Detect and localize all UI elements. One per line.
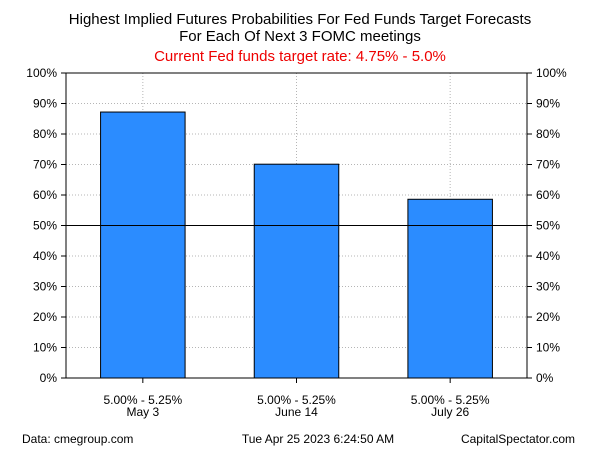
x-category-date: May 3 (126, 405, 159, 419)
x-category-rate: 5.00% - 5.25% (103, 393, 182, 407)
bars-layer (100, 111, 493, 379)
x-axis: 5.00% - 5.25%May 35.00% - 5.25%June 145.… (103, 378, 490, 419)
chart-subtitle: Current Fed funds target rate: 4.75% - 5… (154, 48, 446, 65)
y-tick-label: 40% (536, 249, 560, 263)
timestamp-label: Tue Apr 25 2023 6:24:50 AM (242, 432, 394, 446)
y-tick-label: 20% (33, 310, 57, 324)
y-tick-label: 0% (40, 371, 58, 385)
y-tick-label: 50% (536, 219, 560, 233)
y-tick-label: 60% (33, 188, 57, 202)
chart-title-line-1: Highest Implied Futures Probabilities Fo… (69, 11, 531, 28)
y-tick-label: 30% (33, 280, 57, 294)
credit-label: CapitalSpectator.com (461, 432, 575, 446)
y-tick-label: 100% (26, 66, 57, 80)
y-tick-label: 40% (33, 249, 57, 263)
bar (407, 198, 493, 379)
x-category-rate: 5.00% - 5.25% (411, 393, 490, 407)
x-category-date: July 26 (431, 405, 469, 419)
y-tick-label: 20% (536, 310, 560, 324)
chart-title-line-2: For Each Of Next 3 FOMC meetings (179, 28, 421, 45)
y-tick-label: 30% (536, 280, 560, 294)
bar (253, 163, 340, 379)
x-category-date: June 14 (275, 405, 318, 419)
y-tick-label: 10% (33, 341, 57, 355)
y-tick-label: 100% (536, 66, 567, 80)
y-axis-right: 0% 10% 20% 30% 40% 50% 60% 70% 80% 90% 100% (527, 66, 567, 385)
y-tick-label: 80% (33, 127, 57, 141)
y-axis-left: 0% 10% 20% 30% 40% 50% 60% 70% 80% 90% 100% (26, 66, 66, 385)
source-label: Data: cmegroup.com (22, 432, 133, 446)
x-category-rate: 5.00% - 5.25% (257, 393, 336, 407)
bar (100, 111, 186, 379)
y-tick-label: 90% (536, 97, 560, 111)
y-tick-label: 70% (33, 158, 57, 172)
y-tick-label: 60% (536, 188, 560, 202)
y-tick-label: 70% (536, 158, 560, 172)
y-tick-label: 50% (33, 219, 57, 233)
y-tick-label: 80% (536, 127, 560, 141)
y-tick-label: 0% (536, 371, 554, 385)
y-tick-label: 10% (536, 341, 560, 355)
y-tick-label: 90% (33, 97, 57, 111)
